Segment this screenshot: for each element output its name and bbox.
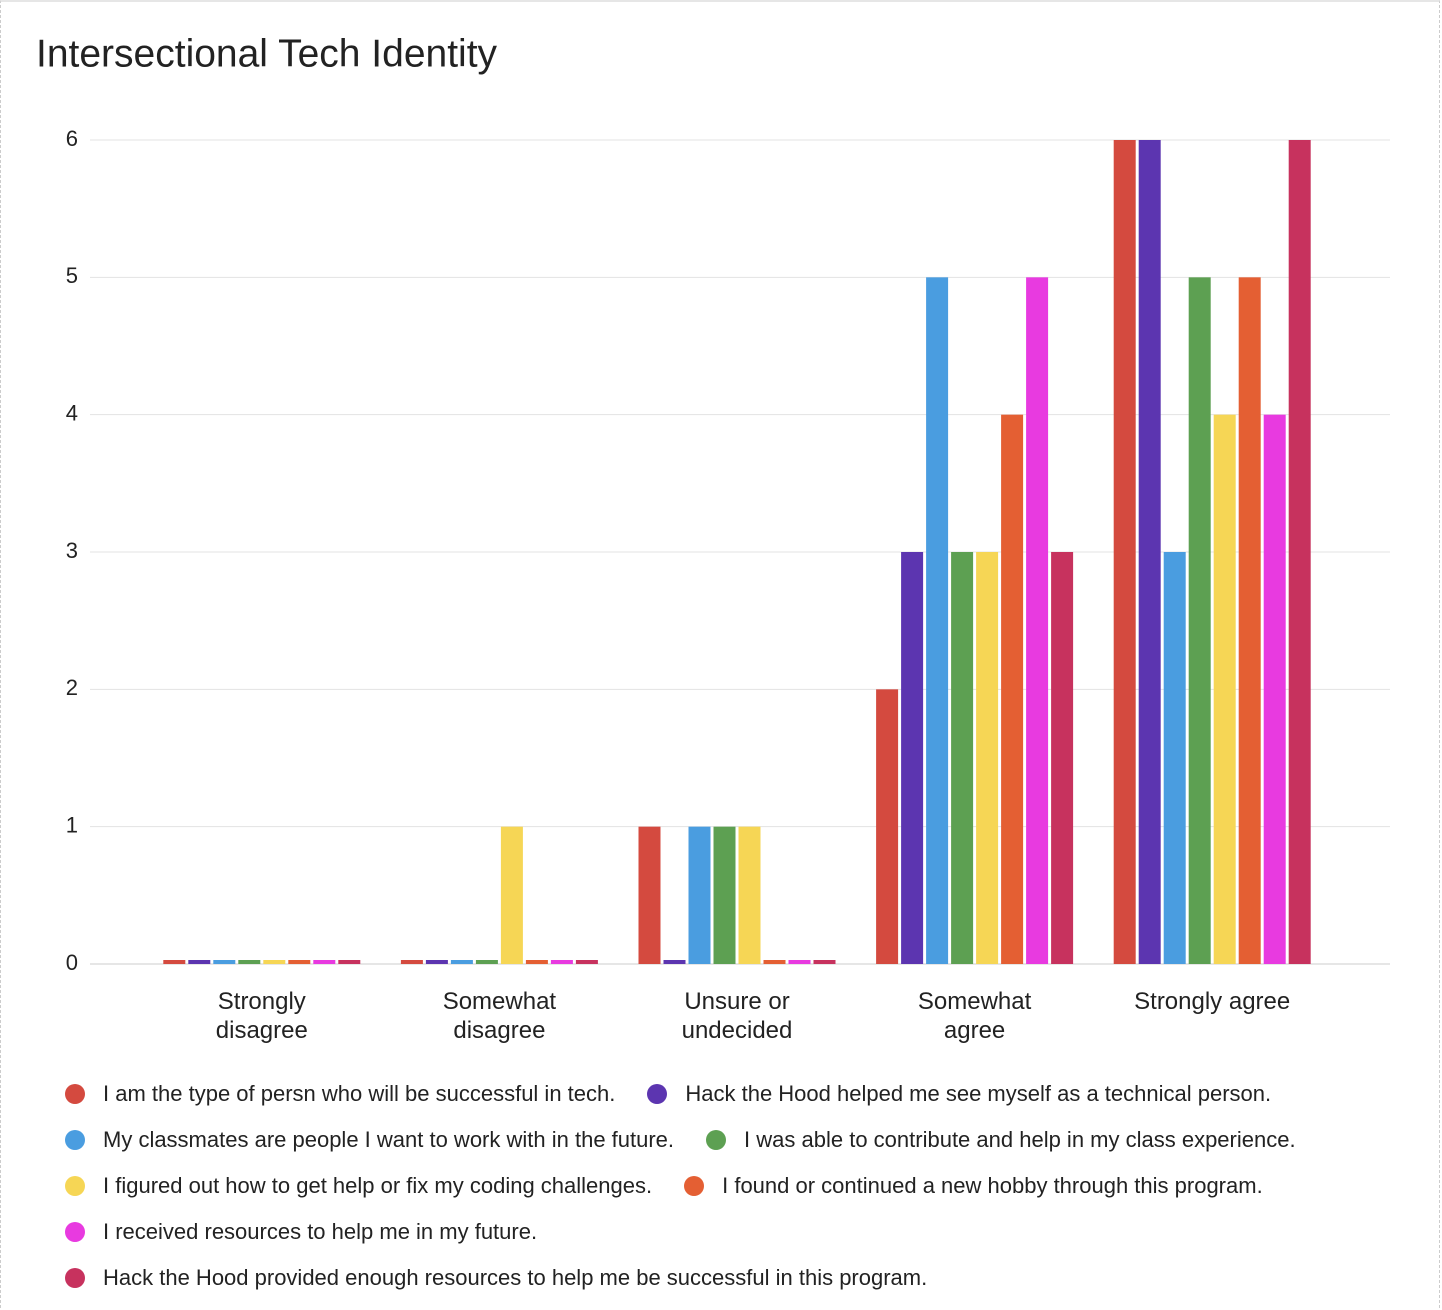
legend-label: My classmates are people I want to work … [103,1127,675,1152]
bar [338,960,361,964]
y-tick-label: 5 [66,263,78,288]
legend-swatch [647,1084,668,1104]
bar [400,960,423,964]
legend-swatch [706,1130,727,1150]
bar [1001,414,1024,965]
legend-label: I am the type of persn who will be succe… [103,1081,616,1106]
bar [238,960,261,964]
legend-label: Hack the Hood helped me see myself as a … [685,1081,1272,1106]
bar [188,960,211,964]
y-tick-label: 0 [66,950,78,975]
bar [525,960,548,964]
y-tick-label: 2 [66,675,78,700]
bar [1163,552,1186,964]
x-tick-label: Somewhat agree [917,988,1032,1044]
legend-item: I am the type of persn who will be succe… [65,1071,615,1117]
bar [288,960,311,964]
bar [1113,140,1136,964]
legend-item: I found or continued a new hobby through… [684,1163,1263,1209]
bar [1051,552,1074,964]
bar [738,826,761,964]
bar [1188,277,1211,964]
y-tick-label: 4 [66,400,78,425]
x-tick-label: Strongly agree [1134,988,1291,1015]
y-tick-label: 3 [66,538,78,563]
bar [213,960,236,964]
legend-item: I received resources to help me in my fu… [65,1209,537,1255]
legend-swatch [65,1130,85,1150]
bar [763,960,786,964]
bar [425,960,448,964]
bar [1213,414,1236,965]
bar [1026,277,1049,964]
legend-item: Hack the Hood provided enough resources … [65,1255,927,1301]
bar [313,960,336,964]
legend-item: I figured out how to get help or fix my … [65,1163,652,1209]
bar [500,826,523,964]
bar [713,826,736,964]
legend-swatch [684,1176,705,1196]
bar [163,960,186,964]
legend-label: I was able to contribute and help in my … [744,1127,1296,1152]
bar [638,826,661,964]
bar [450,960,473,964]
bar [550,960,573,964]
bar [1263,414,1286,965]
y-tick-label: 1 [66,812,78,837]
legend-swatch [65,1222,85,1242]
legend-label: I received resources to help me in my fu… [103,1219,538,1244]
bar [475,960,498,964]
bar [263,960,286,964]
bar [813,960,836,964]
bar [951,552,974,964]
x-tick-label: Strongly disagree [215,988,308,1044]
bar [876,689,899,964]
x-tick-label: Unsure or undecided [681,988,793,1044]
bar [1138,140,1161,964]
bar [1288,140,1311,964]
legend-swatch [65,1176,85,1196]
chart-title: Intersectional Tech Identity [36,32,498,75]
legend-swatch [65,1084,85,1104]
bar [575,960,598,964]
legend-item: Hack the Hood helped me see myself as a … [647,1071,1271,1117]
y-tick-label: 6 [66,126,78,151]
x-tick-label: Somewhat disagree [442,988,557,1044]
legend: I am the type of persn who will be succe… [65,1071,1400,1301]
bar [901,552,924,964]
legend-label: I found or continued a new hobby through… [722,1173,1263,1198]
legend-item: I was able to contribute and help in my … [706,1117,1296,1163]
bar [688,826,711,964]
legend-label: Hack the Hood provided enough resources … [103,1265,928,1290]
legend-label: I figured out how to get help or fix my … [103,1173,653,1198]
bar [976,552,999,964]
legend-swatch [65,1268,85,1288]
legend-item: My classmates are people I want to work … [65,1117,674,1163]
bar [663,960,686,964]
bar [1238,277,1261,964]
bar [926,277,949,964]
bar [788,960,811,964]
